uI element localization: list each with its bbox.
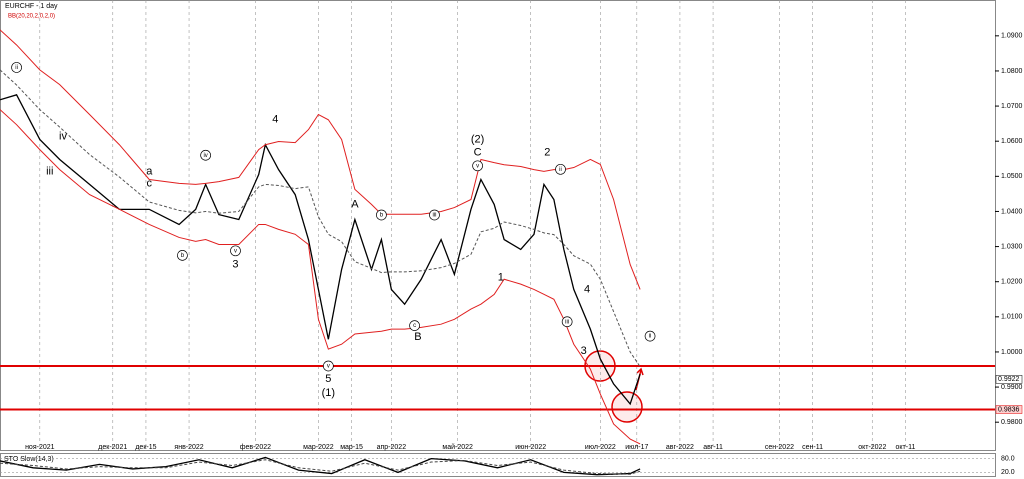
wave-circle-label: v [327,364,330,370]
x-tick-label: июн-2022 [515,444,546,451]
wave-label: B [414,331,421,343]
y-tick-label: 1.0200 [1001,279,1023,286]
level-label: 0.9836 [998,406,1020,413]
series-line [0,94,641,406]
y-tick-label: 1.0500 [1001,173,1023,180]
series-line [0,29,641,290]
x-tick-label: май-2022 [442,443,473,451]
indicator-label: BB(20,20,2,0,2,0) [8,14,55,20]
x-tick-label: ноя-2021 [25,444,55,451]
series-line [0,109,641,445]
x-tick-label: дек-15 [135,444,156,451]
x-tick-label: окт-11 [896,444,916,451]
wave-circle [230,245,241,257]
wave-label: 4 [272,114,278,126]
series-line [0,456,641,476]
wave-circle-label: iv [203,153,207,159]
wave-circle-label: ii [649,334,652,340]
x-tick-label: авг-11 [703,444,723,451]
x-tick-label: июл-17 [625,444,648,451]
last-price-box [995,375,1023,384]
wave-circle [644,330,656,342]
wave-circle-label: b [181,253,185,259]
x-tick-label: авг-2022 [666,444,694,451]
y-tick-label: 0.9900 [1001,384,1023,391]
wave-label: iv [59,131,67,143]
wave-label: c [147,177,153,189]
wave-circle-label: iii [565,319,569,325]
wave-label: A [351,198,359,210]
wave-label: iii [46,165,53,177]
y-tick-label: 1.0700 [1001,103,1023,110]
level-label-box [995,405,1023,414]
wave-circle [200,149,211,161]
wave-label: 4 [584,283,590,295]
x-tick-label: сен-11 [802,444,823,451]
wave-circle [429,209,440,221]
y-tick-label: 0.9800 [1001,419,1023,426]
y-tick-label: 1.0600 [1001,138,1023,145]
wave-circle-label: ii [559,167,562,173]
x-tick-label: мар-2022 [303,444,334,451]
wave-label: C [474,146,482,158]
x-tick-label: янв-2022 [174,444,203,451]
y-tick-label: 80.0 [1001,455,1015,462]
last-price-label: 0.9922 [998,376,1020,383]
x-tick-label: мар-15 [340,444,363,451]
wave-circle [472,160,483,172]
wave-label: (1) [322,387,335,399]
wave-circle [409,320,420,331]
wave-label: 2 [544,146,550,158]
x-tick-label: окт-2022 [858,444,886,451]
main-panel [0,0,996,451]
x-tick-label: апр-2022 [377,444,407,451]
wave-label: 5 [325,373,331,385]
wave-circle [323,360,334,372]
y-tick-label: 1.0900 [1001,33,1023,40]
wave-label: (2) [471,133,484,145]
x-tick-label: фев-2022 [240,444,271,451]
x-tick-label: сен-2022 [765,444,794,451]
wave-circle [11,62,22,73]
series-line [0,69,641,367]
wave-label: a [146,165,153,177]
y-tick-label: 1.0800 [1001,68,1023,75]
indicator-panel [0,453,996,477]
wave-circle-label: v [234,248,237,254]
y-tick-label: 1.0100 [1001,314,1023,321]
chart-title: EURCHF - 1 day [5,3,58,10]
y-tick-label: 1.0300 [1001,243,1023,250]
wave-circle-label: c [413,323,416,329]
wave-circle [177,250,188,261]
wave-circle-label: ii [15,65,18,71]
wave-circle [376,209,387,221]
wave-label: 3 [232,258,238,270]
x-tick-label: дек-2021 [98,444,127,451]
wave-label: 3 [581,345,587,357]
wave-circle-label: v [476,163,479,169]
wave-circle-label: iii [432,213,436,219]
x-tick-label: июл-2022 [585,444,616,451]
wave-circle-label: b [380,213,384,219]
y-tick-label: 1.0000 [1001,349,1023,356]
indicator-title: STO Slow(14,3) [4,456,54,463]
y-tick-label: 20.0 [1001,469,1015,476]
y-tick-label: 1.0400 [1001,208,1023,215]
highlight-circle [611,391,643,423]
wave-label: 1 [498,271,504,283]
series-line [0,459,641,475]
wave-circle [561,316,573,328]
wave-circle [555,163,566,175]
